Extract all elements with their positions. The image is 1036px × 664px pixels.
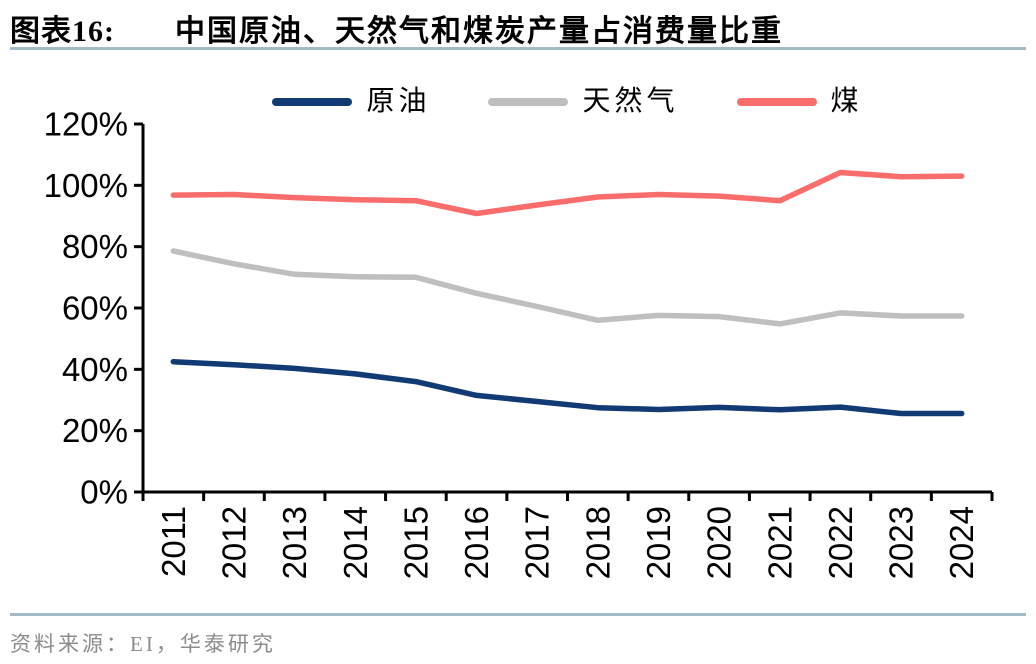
legend-label-crude-oil: 原油: [366, 86, 431, 117]
x-tick-label: 2019: [640, 506, 677, 579]
figure-number-label: 图表16:: [10, 15, 115, 48]
legend-swatch-coal: [736, 98, 817, 106]
y-tick-label: 60%: [62, 290, 128, 327]
y-tick-label: 0%: [80, 474, 128, 511]
legend-item-crude-oil: 原油: [272, 88, 430, 116]
x-tick-label: 2022: [822, 506, 859, 579]
x-tick-label: 2013: [276, 506, 313, 579]
x-tick-label: 2018: [579, 506, 616, 579]
x-tick-label: 2023: [883, 506, 920, 579]
legend-swatch-crude-oil: [272, 98, 353, 106]
legend: 原油 天然气 煤: [143, 84, 992, 120]
legend-swatch-natural-gas: [488, 98, 569, 106]
y-tick-label: 100%: [44, 167, 128, 204]
legend-label-natural-gas: 天然气: [582, 86, 679, 117]
x-tick-label: 2016: [458, 506, 495, 579]
y-tick-label: 40%: [62, 351, 128, 388]
x-tick-label: 2012: [215, 506, 252, 579]
source-note: 资料来源：EI，华泰研究: [10, 632, 276, 656]
legend-item-natural-gas: 天然气: [488, 88, 678, 116]
x-tick-label: 2014: [337, 506, 374, 579]
y-tick-label: 120%: [44, 106, 128, 143]
line-natural-gas: [170, 248, 965, 327]
chart-title-text: 中国原油、天然气和煤炭产量占消费量比重: [175, 15, 783, 48]
x-tick-label: 2017: [519, 506, 556, 579]
y-tick-label: 80%: [62, 228, 128, 265]
legend-label-coal: 煤: [830, 86, 863, 117]
legend-item-coal: 煤: [736, 86, 863, 117]
line-crude-oil: [170, 358, 965, 417]
title-divider: [10, 47, 1026, 50]
axes: [141, 124, 992, 494]
line-coal: [170, 169, 965, 217]
x-tick-label: 2024: [943, 506, 980, 579]
x-tick-label: 2020: [701, 506, 738, 579]
y-tick-label: 20%: [62, 412, 128, 449]
x-tick-label: 2011: [155, 506, 192, 577]
x-tick-label: 2021: [761, 506, 798, 579]
x-tick-label: 2015: [397, 506, 434, 579]
footer-divider: [10, 613, 1026, 616]
chart-title: 图表16: 中国原油、天然气和煤炭产量占消费量比重: [10, 6, 1026, 50]
